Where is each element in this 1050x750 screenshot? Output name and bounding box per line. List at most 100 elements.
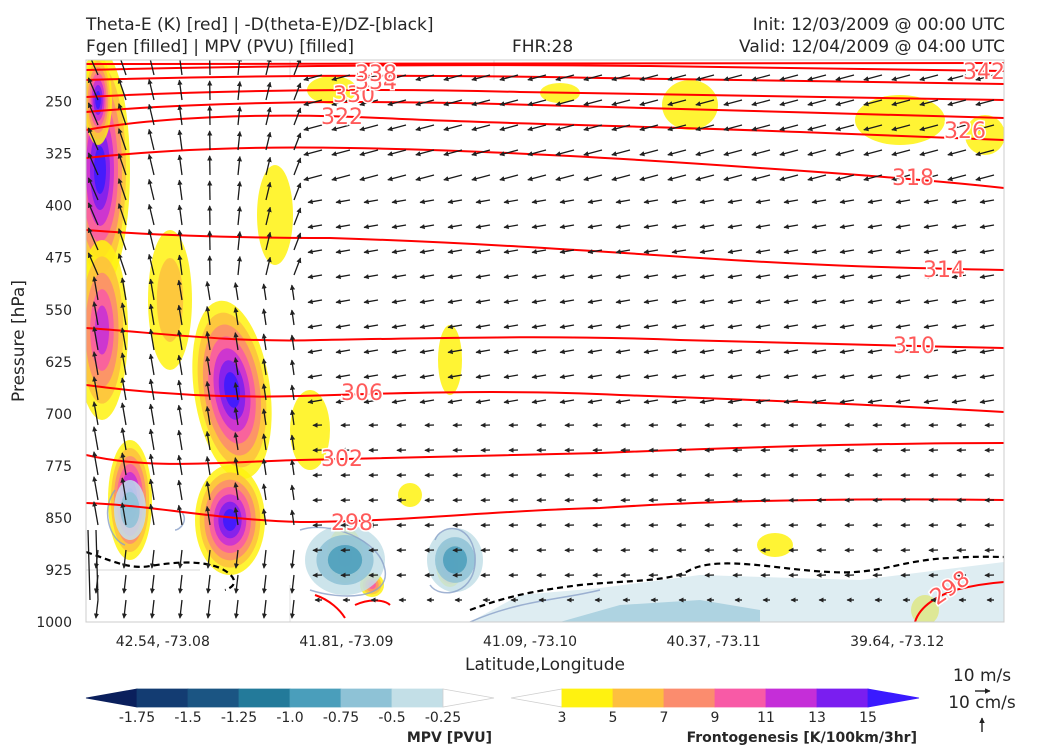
wind-vector — [205, 455, 211, 476]
wind-vector — [671, 224, 687, 230]
wind-vector — [611, 174, 631, 182]
wind-vector — [415, 174, 435, 182]
wind-vector — [391, 399, 407, 405]
y-axis: 250 325 400 475 550 625 700 775 850 925 1000 — [36, 95, 72, 631]
wind-vector — [835, 99, 855, 107]
wind-vector — [233, 307, 239, 326]
wind-vector — [695, 124, 715, 132]
wind-vector — [419, 299, 435, 305]
wind-vector — [359, 149, 379, 157]
wind-vector — [839, 299, 855, 305]
wind-vector — [205, 405, 211, 426]
wind-vector — [923, 324, 939, 330]
wind-vector — [331, 99, 351, 107]
wind-vector — [975, 74, 995, 82]
wind-vector — [265, 181, 272, 201]
wind-vector — [475, 224, 491, 230]
wind-vector — [503, 199, 519, 205]
wind-vector — [755, 324, 771, 330]
fgen-colorbar-swatch — [612, 688, 665, 708]
wind-vector — [307, 349, 323, 355]
wind-vector — [176, 504, 183, 526]
wind-vector — [531, 299, 547, 305]
wind-vector — [727, 224, 743, 230]
wind-vector — [867, 324, 883, 330]
wind-vector — [391, 199, 407, 205]
wind-vector — [863, 174, 883, 182]
wind-vector — [811, 274, 827, 280]
wind-vector — [205, 505, 211, 526]
wind-vector — [293, 107, 302, 126]
wind-vector — [391, 324, 407, 330]
wind-vector — [867, 199, 883, 205]
wind-vector — [527, 74, 547, 82]
wind-vector — [835, 174, 855, 182]
wind-vector — [919, 74, 939, 82]
wind-vector — [92, 376, 99, 401]
wind-vector — [289, 359, 296, 376]
wind-vector — [555, 99, 575, 107]
valid-time: Valid: 12/04/2009 @ 04:00 UTC — [739, 37, 1005, 57]
wind-vector — [87, 127, 99, 151]
wind-vector — [265, 131, 272, 151]
wind-vector — [289, 484, 296, 501]
wind-vector — [583, 74, 603, 82]
wind-vector — [559, 224, 575, 230]
wind-vector — [475, 249, 491, 255]
wind-vector — [615, 224, 631, 230]
wind-vector — [919, 99, 939, 107]
wind-vector — [236, 181, 243, 201]
wind-vector — [120, 302, 127, 326]
wind-vector — [415, 149, 435, 157]
wind-vector — [559, 374, 575, 380]
wind-vector — [307, 399, 323, 405]
theta-e-contour — [86, 60, 1004, 65]
wind-vector — [699, 374, 715, 380]
wind-vector — [503, 374, 519, 380]
theta-e-contour-label: 342 — [963, 60, 1005, 85]
fgen-colorbar-swatch — [663, 688, 716, 708]
wind-vector — [695, 149, 715, 157]
theta-e-contour-label: 314 — [923, 258, 965, 283]
wind-vector — [587, 324, 603, 330]
wind-vector — [148, 478, 155, 501]
wind-vector — [419, 249, 435, 255]
wind-vector — [149, 549, 156, 569]
wind-vector — [148, 378, 155, 401]
theta-e-contour — [354, 599, 391, 606]
wind-vector — [443, 149, 463, 157]
wind-vector — [363, 399, 379, 405]
wind-vector — [233, 507, 239, 526]
mpv-outline — [106, 489, 126, 546]
wind-vector — [363, 299, 379, 305]
wind-vector — [947, 74, 967, 82]
wind-vector — [583, 149, 603, 157]
wind-vector — [177, 204, 183, 226]
wind-vector — [979, 349, 995, 355]
wind-vector — [303, 149, 323, 157]
wind-vector — [499, 174, 519, 182]
wind-vector — [363, 249, 379, 255]
wind-vector — [205, 380, 211, 401]
wind-vector — [863, 149, 883, 157]
wind-vector — [643, 224, 659, 230]
wind-vector — [671, 374, 687, 380]
wind-vector — [176, 279, 183, 301]
wind-vector — [236, 81, 243, 101]
fgen-colorbar-swatch — [816, 688, 869, 708]
wind-vector — [587, 399, 603, 405]
wind-vector — [755, 374, 771, 380]
wind-vector — [611, 149, 631, 157]
wind-vector — [447, 274, 463, 280]
wind-vector — [261, 599, 268, 619]
wind-vector — [307, 324, 323, 330]
wind-vector — [391, 249, 407, 255]
wind-vector — [117, 228, 127, 251]
wind-vector — [87, 227, 99, 251]
wind-vector — [947, 99, 967, 107]
wind-vector — [261, 483, 267, 501]
wind-vector — [723, 124, 743, 132]
x-tick-label: 41.81, -73.09 — [299, 634, 393, 650]
fgen-region — [398, 483, 422, 507]
wind-vector — [148, 303, 155, 326]
